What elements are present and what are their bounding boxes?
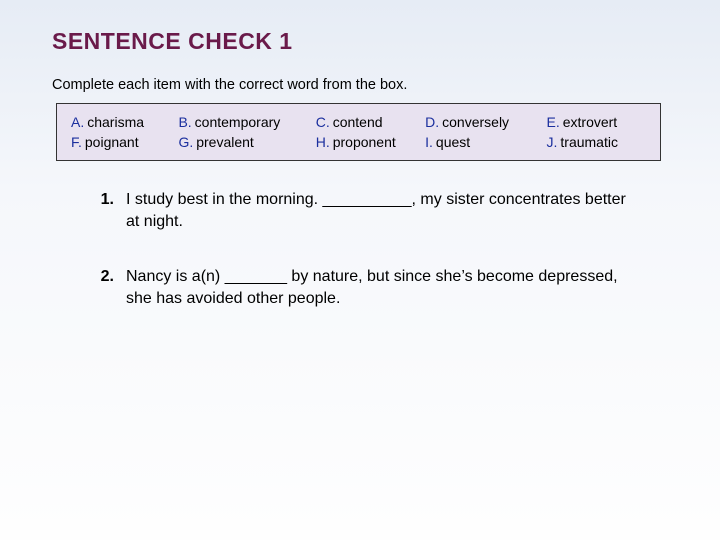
word-box-row: A.charisma B.contemporary C.contend D.co… bbox=[71, 114, 646, 130]
option-word: contend bbox=[333, 114, 383, 130]
option-word: extrovert bbox=[563, 114, 617, 130]
option-letter: E. bbox=[547, 114, 560, 130]
option-letter: D. bbox=[425, 114, 439, 130]
question-number: 2. bbox=[96, 266, 126, 288]
option-letter: F. bbox=[71, 134, 82, 150]
option-letter: J. bbox=[547, 134, 558, 150]
question-text: I study best in the morning. __________,… bbox=[126, 189, 668, 232]
question-list: 1. I study best in the morning. ________… bbox=[52, 189, 668, 309]
option-word: charisma bbox=[87, 114, 144, 130]
word-cell: E.extrovert bbox=[547, 114, 646, 130]
question-text: Nancy is a(n) _______ by nature, but sin… bbox=[126, 266, 668, 309]
instruction-text: Complete each item with the correct word… bbox=[52, 77, 668, 93]
word-cell: I.quest bbox=[425, 134, 546, 150]
option-word: contemporary bbox=[195, 114, 281, 130]
option-word: traumatic bbox=[560, 134, 618, 150]
question-number: 1. bbox=[96, 189, 126, 211]
word-cell: D.conversely bbox=[425, 114, 546, 130]
option-letter: B. bbox=[178, 114, 191, 130]
question-item: 2. Nancy is a(n) _______ by nature, but … bbox=[96, 266, 668, 309]
word-cell: B.contemporary bbox=[178, 114, 315, 130]
option-word: quest bbox=[436, 134, 470, 150]
option-word: prevalent bbox=[196, 134, 254, 150]
page-title: SENTENCE CHECK 1 bbox=[52, 28, 668, 55]
option-letter: I. bbox=[425, 134, 433, 150]
question-item: 1. I study best in the morning. ________… bbox=[96, 189, 668, 232]
option-letter: H. bbox=[316, 134, 330, 150]
word-cell: F.poignant bbox=[71, 134, 178, 150]
word-cell: H.proponent bbox=[316, 134, 425, 150]
option-word: proponent bbox=[333, 134, 396, 150]
word-cell: J.traumatic bbox=[547, 134, 646, 150]
option-letter: C. bbox=[316, 114, 330, 130]
option-letter: A. bbox=[71, 114, 84, 130]
option-word: conversely bbox=[442, 114, 509, 130]
word-cell: A.charisma bbox=[71, 114, 178, 130]
option-letter: G. bbox=[178, 134, 193, 150]
word-box-row: F.poignant G.prevalent H.proponent I.que… bbox=[71, 134, 646, 150]
word-cell: G.prevalent bbox=[178, 134, 315, 150]
word-box: A.charisma B.contemporary C.contend D.co… bbox=[56, 103, 661, 161]
word-cell: C.contend bbox=[316, 114, 425, 130]
option-word: poignant bbox=[85, 134, 139, 150]
